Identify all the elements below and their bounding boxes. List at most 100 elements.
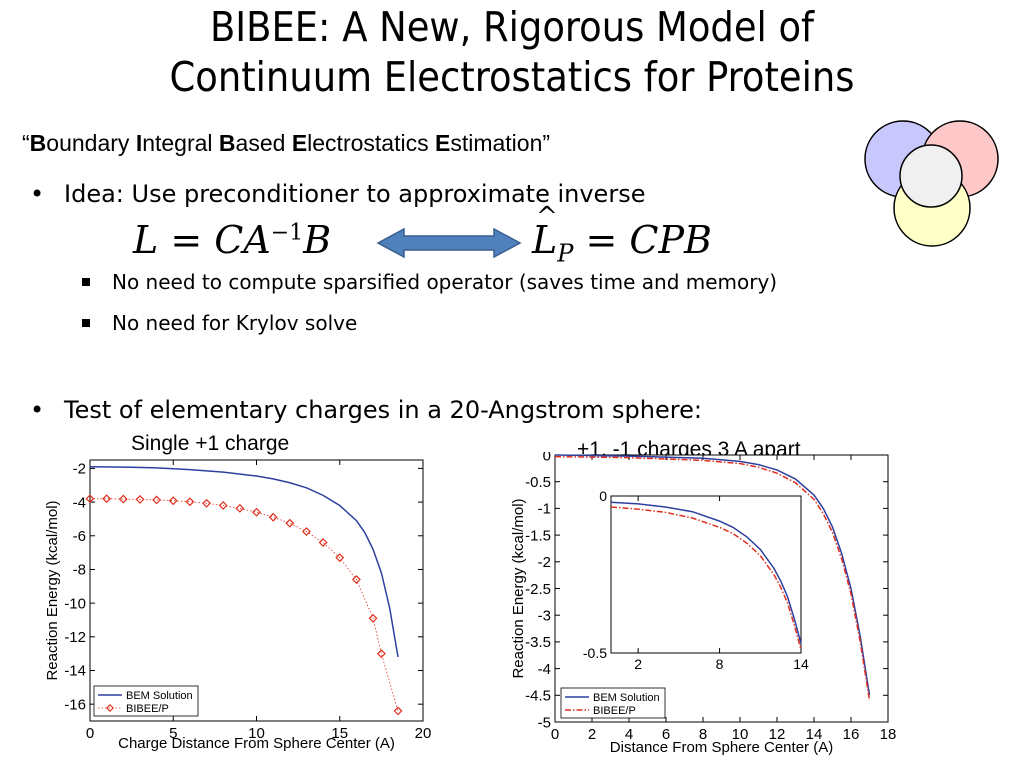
c1-series-bibee-p-point — [152, 495, 162, 505]
c1-legend — [93, 685, 199, 717]
chart-single-charge: 0 5 10 15 20 -2 -4 -6 -8 -10 -12 -14 -16 BEM Solution… — [44, 459, 432, 752]
sub-bullet-2-text: No need for Krylov solve — [112, 311, 358, 335]
word-rest-5: stimation — [450, 130, 543, 156]
word-rest-1: oundary — [46, 130, 136, 156]
c1-series-bibee-p-point — [351, 575, 361, 585]
c2-ytick-label: 0 — [543, 452, 551, 464]
c2-inset-xtick-label: 2 — [634, 656, 642, 672]
c1-plot-frame — [89, 459, 424, 722]
c1-ytick-label: -6 — [73, 528, 86, 545]
c2-ytick-label: -1 — [538, 501, 551, 518]
slide-title-line-2: Continuum Electrostatics for Proteins — [169, 53, 855, 101]
c1-series-bibee-p-point — [376, 649, 386, 659]
c1-series-bibee-p-point — [268, 512, 278, 522]
c1-series-bibee-p-point — [135, 494, 145, 504]
c1-ylabel: Reaction Energy (kcal/mol) — [44, 500, 61, 680]
slide-title-line-1: BIBEE: A New, Rigorous Model of — [209, 3, 815, 51]
c1-legend-marker — [106, 704, 114, 712]
word-rest-3: ased — [235, 130, 292, 156]
acronym-letter-i: I — [135, 130, 143, 156]
c1-ytick-label: -8 — [73, 562, 86, 579]
slide-title: BIBEE: A New, Rigorous Model of Continuu… — [0, 2, 1024, 102]
c2-xtick-label: 0 — [551, 726, 559, 743]
c1-series-bibee-p-point — [235, 503, 245, 513]
c2-inset-ytick-label: 0 — [599, 488, 607, 504]
c2-legend-label: BIBEE/P — [593, 705, 636, 717]
venn-center-circle — [899, 144, 963, 208]
bullet-test-text: Test of elementary charges in a 20-Angst… — [64, 396, 702, 424]
c1-ytick-label: -2 — [73, 461, 86, 478]
c2-xtick-label: 4 — [625, 726, 633, 743]
chart-dipole-charges: 0 2 4 6 8 10 12 14 16 18 0 -0.5 -1 -1.5 -2 -2.5 -3 -3.5 -4… — [510, 452, 897, 756]
c1-xtick-label: 0 — [86, 725, 94, 742]
c2-inset-xtick-label: 14 — [793, 656, 809, 672]
c2-ytick-label: -3.5 — [525, 634, 551, 651]
close-quote: ” — [542, 130, 551, 156]
c1-series-bibee-p-point — [368, 613, 378, 623]
eq-right-rhs: CPB — [629, 218, 712, 262]
word-rest-4: lectrostatics — [307, 130, 435, 156]
c2-xtick-label: 16 — [843, 726, 860, 743]
c1-xtick-label: 10 — [248, 725, 265, 742]
c2-ytick-label: -3 — [538, 607, 551, 624]
c2-inset-ytick-label: -0.5 — [583, 645, 607, 661]
acronym-letter-b1: B — [29, 130, 47, 156]
square-bullet-icon — [82, 319, 90, 327]
c2-xtick-label: 6 — [662, 726, 670, 743]
c1-series-bem-solution-line — [89, 465, 399, 658]
c1-xtick-label: 20 — [415, 725, 432, 742]
c1-series-bibee-p-point — [218, 501, 228, 510]
eq-left-ca: CA — [214, 218, 271, 262]
c1-series-bibee-p-point — [168, 496, 178, 506]
eq-left-b: B — [303, 218, 332, 262]
c1-series-bibee-p-point — [302, 527, 311, 537]
c1-xtick-label: 5 — [169, 725, 177, 742]
c2-xlabel: Distance From Sphere Center (A) — [610, 739, 833, 756]
equation-right: ^ L P = CPB — [532, 202, 712, 268]
equation-left: L = CA−1B — [133, 218, 332, 262]
c2-ytick-label: -1.5 — [525, 527, 551, 544]
eq-left-lhs: L — [133, 218, 159, 262]
c2-inset-xtick-label: 8 — [716, 656, 724, 672]
c2-legend — [560, 687, 666, 719]
chart-1-title: Single +1 charge — [131, 432, 290, 455]
c2-xtick-label: 12 — [769, 726, 786, 743]
c1-series-bibee-p-point — [335, 553, 345, 563]
c1-legend-label: BIBEE/P — [126, 703, 169, 715]
venn-diagram-icon — [864, 120, 999, 247]
c1-series-bibee-p-point — [102, 494, 112, 504]
square-bullet-icon — [82, 278, 90, 286]
c1-ytick-label: -10 — [64, 595, 86, 612]
c2-ytick-label: -4.5 — [525, 688, 551, 705]
c2-series-bibee-p-line — [554, 455, 871, 701]
c2-ytick-label: -2 — [538, 554, 551, 571]
open-quote: “ — [22, 130, 30, 156]
c2-inset-series-bibee-p-line — [610, 506, 802, 651]
c2-xtick-label: 8 — [699, 726, 707, 743]
double-arrow-icon — [376, 227, 522, 259]
eq-right-lhs: L — [532, 218, 558, 262]
hat-accent: ^ — [536, 202, 558, 232]
c1-legend-label: BEM Solution — [126, 690, 193, 702]
c2-ytick-label: -2.5 — [525, 581, 551, 598]
bullet-dot: • — [30, 180, 45, 208]
c1-ytick-label: -14 — [64, 663, 86, 680]
c1-ytick-label: -16 — [64, 696, 86, 713]
c2-xtick-label: 18 — [880, 726, 897, 743]
bullet-idea-text: Idea: Use preconditioner to approximate … — [64, 180, 646, 208]
c1-series-bibee-p-point — [393, 706, 403, 716]
eq-left-sup: −1 — [270, 220, 304, 246]
c1-series-bibee-p-point — [285, 518, 295, 528]
c1-series-bibee-p-point — [118, 494, 128, 504]
bullet-dot: • — [30, 396, 45, 424]
c2-xtick-label: 2 — [588, 726, 596, 743]
c1-ytick-label: -4 — [73, 494, 86, 511]
c2-series-bem-solution-line — [554, 454, 871, 696]
c2-legend-label: BEM Solution — [593, 692, 660, 704]
sub-bullet-1-text: No need to compute sparsified operator (… — [112, 270, 778, 294]
c1-ytick-label: -12 — [64, 629, 86, 646]
acronym-letter-b2: B — [218, 130, 236, 156]
acronym-letter-e2: E — [434, 130, 451, 156]
c2-inset-series-bem-solution-line — [610, 501, 802, 644]
eq-right-sub: P — [557, 239, 574, 268]
